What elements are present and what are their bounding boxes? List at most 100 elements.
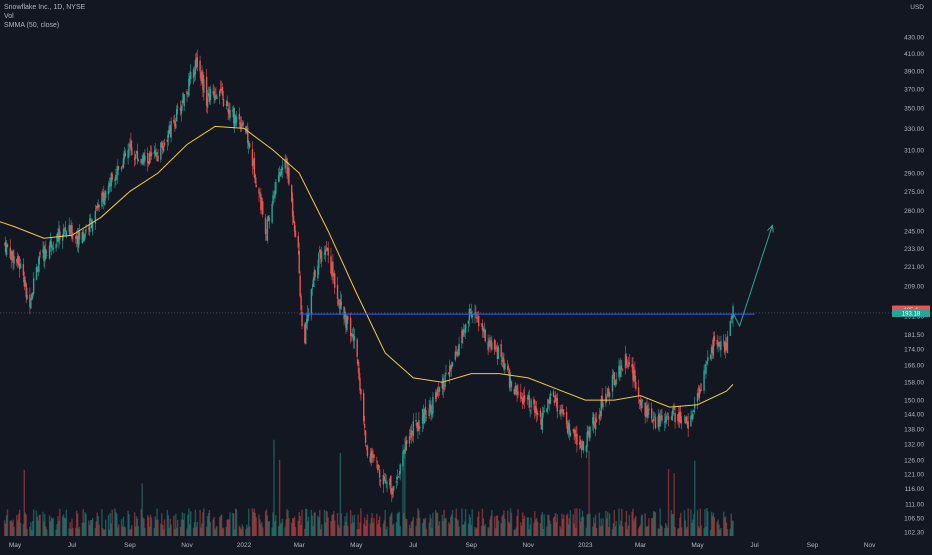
time-tick-label: 2023 [578,542,593,549]
volume-bar [729,528,731,536]
candle-body [635,381,637,389]
candle-body [219,91,221,97]
volume-bar [484,524,486,536]
volume-bar [339,453,342,536]
candle-body [187,92,189,95]
candle-body [64,227,67,233]
candle-body [252,159,255,165]
volume-bar [18,513,20,536]
volume-bar [91,517,94,536]
candle-body [137,159,140,161]
volume-bar [94,528,97,536]
candle-body [411,431,414,433]
candle-body [711,346,714,354]
candle-body [445,373,447,375]
candle-body [389,479,391,486]
candle-body [692,413,694,420]
volume-bar [647,525,649,536]
volume-bar [281,518,284,536]
candle-body [267,215,270,221]
volume-bar [173,515,175,536]
volume-bar [65,509,68,536]
volume-bar [464,509,467,536]
volume-bar [305,508,307,536]
candle-body [78,232,81,240]
volume-bar [552,517,555,536]
candle-body [352,334,355,342]
volume-bar [449,524,451,536]
volume-bar [501,516,503,536]
candle-body [710,347,713,354]
volume-bar [233,513,235,536]
candle-body [35,267,38,280]
candle-body [291,198,294,217]
candle-body [122,158,125,169]
candle-body [56,233,58,242]
candle-body [535,408,538,415]
volume-bar [144,527,146,536]
candle-body [58,228,60,242]
volume-bar [425,528,428,536]
volume-bar [62,514,65,536]
volume-bar [724,516,727,536]
candle-body [363,424,366,428]
candle-body [458,343,460,356]
candle-body [353,336,356,341]
volume-bar [63,517,66,536]
candle-body [588,431,590,437]
volume-bar [633,520,635,536]
candle-body [96,205,98,209]
candle-body [395,481,398,483]
candle-body [182,100,184,104]
volume-bar [644,513,646,536]
volume-bar [547,514,549,536]
candle-body [729,321,731,336]
volume-bar [49,521,52,536]
volume-bar [608,513,611,536]
volume-bar [111,509,113,536]
candle-body [160,142,162,160]
volume-bar [85,513,87,536]
candle-body [358,368,360,379]
candle-body [683,417,686,419]
candle-body [541,412,544,430]
volume-bar [595,528,598,536]
candle-body [176,106,179,108]
volume-bar [579,521,582,536]
candle-body [554,395,557,402]
candle-body [360,388,362,395]
candle-body [487,341,489,350]
candle-body [3,243,6,245]
price-tick-label: 233.00 [904,246,924,253]
candle-body [4,241,7,252]
volume-bar [52,517,54,536]
volume-bar [140,509,142,536]
price-tick-label: 275.00 [904,189,924,196]
candle-body [441,381,443,389]
volume-bar [35,510,38,536]
candle-body [278,172,281,175]
candle-body [723,341,726,353]
candle-body [422,412,425,422]
volume-bar [378,516,381,536]
volume-bar [268,520,270,536]
volume-bar [215,527,217,536]
volume-bar [31,529,33,536]
price-badge [892,308,930,317]
candle-body [18,263,21,270]
candle-body [6,244,9,248]
candle-body [277,175,280,182]
volume-bar [670,510,673,536]
candle-body [68,224,70,232]
candle-body [456,351,458,355]
volume-bar [188,508,190,536]
candle-body [359,378,361,391]
volume-bar [340,513,342,536]
candle-body [220,88,223,91]
volume-bar [515,527,517,536]
candle-body [280,168,283,175]
candle-body [128,148,130,150]
volume-bar [508,523,511,536]
